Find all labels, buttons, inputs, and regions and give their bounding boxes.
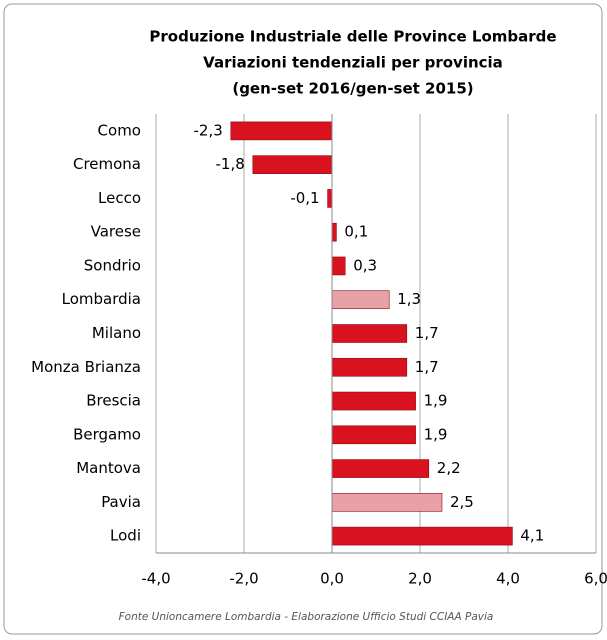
data-label: 0,3	[353, 256, 377, 274]
x-tick-label: 0,0	[320, 570, 344, 588]
y-tick-label: Como	[98, 121, 141, 139]
data-label: -0,1	[290, 189, 319, 207]
data-label: 2,2	[437, 459, 461, 477]
bar	[331, 357, 408, 377]
bar	[230, 121, 333, 141]
data-label: 2,5	[450, 493, 474, 511]
bar	[331, 526, 513, 546]
data-label: 1,3	[397, 290, 421, 308]
y-tick-label: Mantova	[76, 459, 141, 477]
y-tick-label: Milano	[92, 324, 141, 342]
data-label: 1,9	[424, 425, 448, 443]
x-tick-label: -2,0	[229, 570, 258, 588]
data-label: 1,7	[415, 324, 439, 342]
y-tick-label: Sondrio	[84, 256, 141, 274]
chart-title: Variazioni tendenziali per provincia	[203, 54, 503, 72]
chart-title: (gen-set 2016/gen-set 2015)	[232, 80, 473, 98]
bar	[331, 459, 430, 478]
bar	[331, 256, 346, 276]
data-label: 1,9	[424, 392, 448, 410]
bar	[331, 324, 408, 343]
x-tick-label: 2,0	[408, 570, 432, 588]
y-tick-label: Bergamo	[73, 425, 141, 443]
bar	[331, 290, 390, 310]
y-tick-label: Lecco	[98, 189, 141, 207]
y-tick-label: Cremona	[73, 155, 141, 173]
data-label: 1,7	[415, 358, 439, 376]
data-label: 4,1	[520, 527, 544, 545]
chart-border	[3, 3, 603, 635]
y-tick-label: Lodi	[110, 527, 141, 545]
x-tick-label: 4,0	[496, 570, 520, 588]
data-label: -1,8	[216, 155, 245, 173]
y-tick-label: Varese	[91, 223, 141, 241]
chart-title: Produzione Industriale delle Province Lo…	[149, 28, 556, 46]
x-tick-label: 6,0	[584, 570, 607, 588]
data-label: -2,3	[194, 121, 223, 139]
y-tick-label: Lombardia	[62, 290, 141, 308]
y-tick-label: Brescia	[86, 392, 141, 410]
data-label: 0,1	[344, 223, 368, 241]
y-tick-label: Pavia	[101, 493, 141, 511]
source-note: Fonte Unioncamere Lombardia - Elaborazio…	[119, 611, 494, 623]
bar	[327, 189, 333, 208]
x-tick-label: -4,0	[141, 570, 170, 588]
bar	[331, 391, 416, 411]
y-tick-label: Monza Brianza	[31, 358, 141, 376]
bar	[331, 493, 443, 512]
bar	[331, 425, 416, 445]
bar	[331, 222, 337, 242]
bar	[252, 155, 333, 174]
